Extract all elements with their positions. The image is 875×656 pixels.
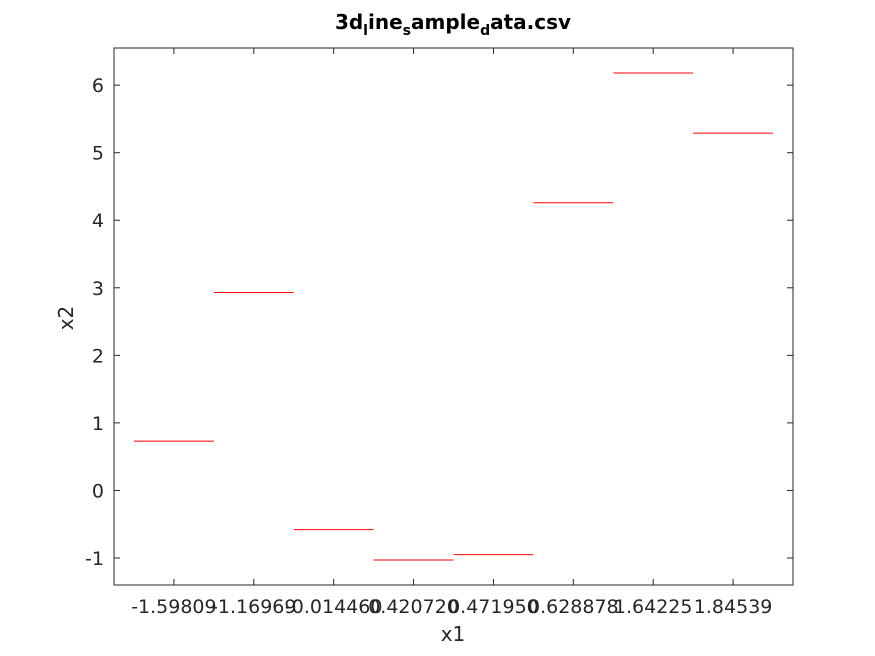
title-part: ine	[368, 10, 403, 34]
y-tick-label: 3	[92, 278, 104, 300]
x-axis-ticks: -1.59809-1.16969-0.0144600.4207200.47195…	[131, 48, 772, 618]
x-tick-label: 0.471950	[448, 596, 539, 618]
title-subscript: s	[403, 23, 411, 39]
y-tick-label: 6	[92, 75, 104, 97]
y-axis-label: x2	[54, 306, 78, 331]
title-subscript: d	[480, 23, 490, 39]
x-tick-label: -1.16969	[211, 596, 296, 618]
y-tick-label: 4	[92, 210, 104, 232]
y-tick-label: 1	[92, 413, 104, 435]
y-tick-label: -1	[85, 548, 104, 570]
plot-area	[113, 47, 794, 586]
data-marks	[134, 72, 773, 561]
x-tick-label: 1.84539	[694, 596, 773, 618]
title-part: ata.csv	[490, 10, 571, 34]
title-subscript: l	[363, 23, 368, 39]
title-part: ample	[411, 10, 480, 34]
y-tick-label: 0	[92, 480, 104, 502]
y-axis-ticks: -1 0 1 2 3 4 5 6	[85, 75, 793, 570]
title-part: 3d	[335, 10, 363, 34]
x-axis-label: x1	[441, 622, 466, 646]
chart-title: 3dlinesampledata.csv	[335, 10, 571, 39]
x-tick-label: 1.64225	[614, 596, 693, 618]
x-tick-label: -1.59809	[131, 596, 216, 618]
x-tick-label: 0.628878	[528, 596, 619, 618]
x-tick-label: 0.420720	[368, 596, 459, 618]
x-tick-label: -0.014460	[285, 596, 383, 618]
y-tick-label: 2	[92, 345, 104, 367]
y-tick-label: 5	[92, 143, 104, 165]
